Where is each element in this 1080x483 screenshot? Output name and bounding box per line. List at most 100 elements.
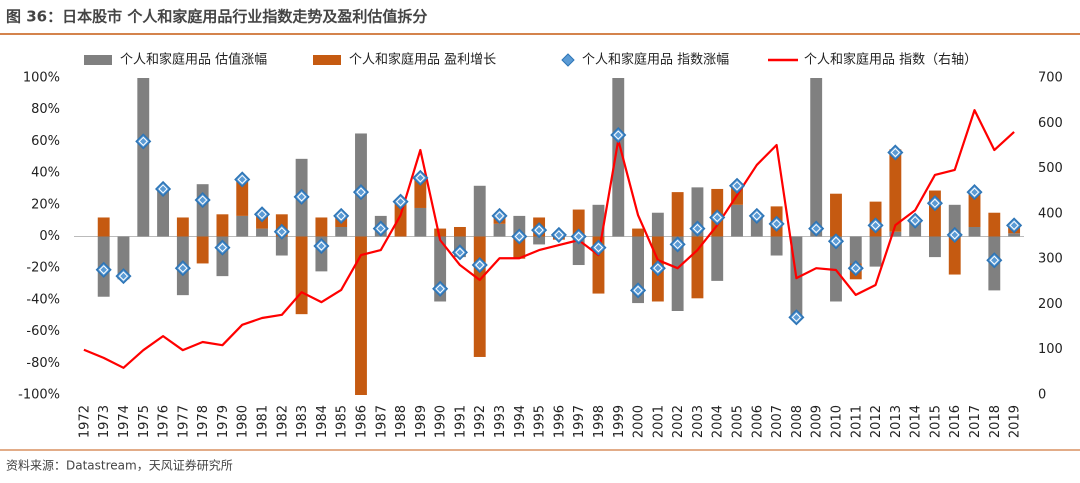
diamond-inner [771, 219, 782, 229]
x-tick-label: 1997 [572, 405, 587, 438]
diamond-inner [910, 215, 920, 226]
diamond-inner [494, 211, 505, 221]
bar [256, 228, 268, 237]
legend-swatch [84, 55, 112, 65]
diamond-inner [98, 265, 109, 275]
diamond-inner [593, 242, 604, 253]
x-tick-label: 1978 [196, 405, 211, 438]
x-tick-label: 2011 [849, 405, 864, 438]
y2-tick-label: 200 [1038, 297, 1063, 312]
bar [671, 236, 684, 311]
bar [691, 236, 704, 299]
y-tick-label: -80% [26, 356, 60, 371]
diamond-inner [712, 212, 722, 223]
diamond-marker [1006, 217, 1023, 234]
diamond-marker [907, 212, 924, 229]
diamond-marker [728, 177, 746, 194]
bar [651, 212, 664, 237]
diamond-marker [649, 260, 666, 277]
bar [434, 236, 447, 302]
y2-tick-label: 700 [1038, 71, 1063, 86]
x-tick-label: 1989 [414, 405, 429, 438]
diamond-marker [531, 222, 548, 239]
bar [830, 193, 842, 237]
x-tick-label: 2002 [671, 405, 686, 438]
bar [948, 236, 961, 275]
legend-swatch [313, 55, 341, 65]
diamond-inner [633, 285, 643, 296]
bar [176, 217, 189, 237]
bar [236, 215, 249, 237]
bar [948, 204, 961, 237]
y2-tick-label: 500 [1038, 161, 1063, 176]
diamond-inner [217, 242, 228, 253]
diamond-marker [491, 207, 508, 224]
bar [216, 236, 229, 277]
diamond-inner [296, 192, 307, 202]
diamond-inner [475, 260, 485, 270]
legend-label: 个人和家庭用品 指数涨幅 [582, 52, 729, 68]
x-tick-label: 2009 [810, 405, 825, 438]
bar [513, 236, 526, 259]
x-tick-label: 2014 [909, 405, 924, 438]
y-tick-label: 40% [31, 166, 60, 181]
bar [632, 228, 644, 237]
diamond-marker [135, 133, 152, 150]
bar [572, 209, 585, 237]
legend-label: 个人和家庭用品 盈利增长 [349, 52, 496, 68]
diamond-marker [748, 207, 765, 224]
x-tick-label: 1980 [236, 405, 251, 438]
bar [691, 187, 704, 237]
diamond-inner [237, 174, 247, 185]
bar [157, 188, 169, 237]
bar [117, 236, 130, 280]
diamond-marker [194, 191, 211, 209]
bar [750, 217, 763, 237]
bar [414, 207, 427, 237]
x-tick-label: 1996 [552, 405, 567, 438]
x-tick-label: 1988 [394, 405, 409, 438]
bar [513, 215, 526, 237]
diamond-marker [610, 126, 627, 144]
diamond-marker [115, 268, 132, 285]
diamond-inner [356, 187, 366, 197]
y-tick-label: -20% [26, 261, 60, 276]
x-tick-label: 2013 [889, 405, 904, 438]
bar [592, 236, 605, 294]
diamond-marker [95, 261, 112, 278]
diamond-inner [178, 263, 188, 273]
diamond-marker [174, 260, 191, 277]
y-tick-label: -60% [26, 324, 60, 339]
bar [315, 217, 328, 237]
diamond-inner [851, 263, 861, 273]
y2-tick-label: 400 [1038, 206, 1063, 221]
chart-title: 图 36：日本股市 个人和家庭用品行业指数走势及盈利估值拆分 [6, 8, 427, 26]
x-tick-label: 2015 [928, 405, 943, 438]
x-tick-label: 2006 [750, 405, 765, 438]
bar [414, 176, 427, 208]
x-tick-label: 1977 [176, 405, 191, 438]
diamond-inner [395, 196, 406, 207]
y-tick-label: 80% [31, 102, 60, 117]
diamond-marker [887, 144, 904, 161]
diamond-inner [415, 173, 426, 183]
x-tick-label: 2005 [731, 405, 746, 438]
index-line [83, 109, 1015, 369]
x-tick-label: 1981 [256, 405, 271, 438]
diamond-marker [234, 171, 251, 188]
diamond-inner [692, 223, 703, 234]
x-tick-label: 1991 [453, 405, 468, 438]
diamond-marker [313, 237, 330, 255]
diamond-inner [969, 187, 980, 197]
diamond-inner [672, 239, 683, 250]
bar [988, 212, 1001, 237]
diamond-inner [653, 263, 663, 273]
y-tick-label: 60% [31, 134, 60, 149]
x-tick-label: 2007 [770, 405, 785, 438]
x-tick-label: 1993 [493, 405, 508, 438]
bar [731, 204, 743, 237]
x-tick-label: 2019 [1008, 405, 1023, 438]
bar [355, 236, 367, 395]
